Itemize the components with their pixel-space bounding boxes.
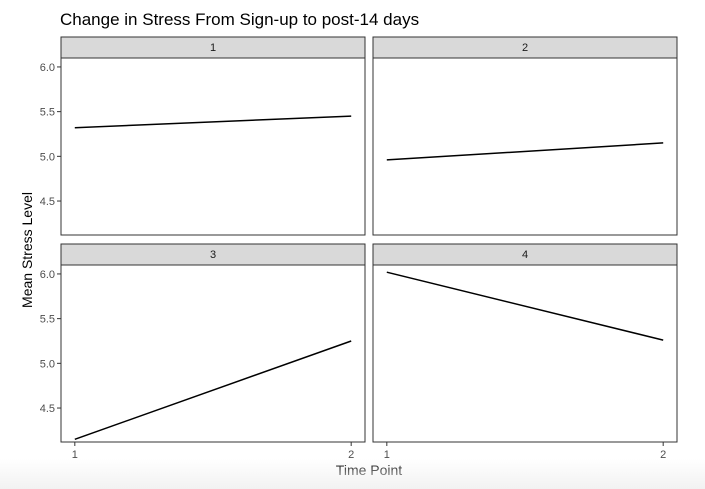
y-tick-label: 5.0 — [40, 151, 55, 163]
series-line — [74, 340, 352, 441]
x-axis-title: Time Point — [336, 462, 403, 478]
facet-panels: 1 4.5 5.0 5.5 6.0 2 3 4.5 5.0 5.5 6.0 1 2 4 1 2 — [40, 36, 678, 461]
series-line — [386, 142, 664, 161]
y-tick-label: 5.5 — [40, 314, 55, 326]
x-tick-label: 2 — [348, 449, 354, 461]
y-tick-label: 5.5 — [40, 107, 55, 119]
series-line — [386, 271, 664, 341]
facet-panel — [60, 57, 366, 236]
series-line — [74, 115, 352, 129]
y-tick-label: 4.5 — [40, 403, 55, 415]
facet-strip-label: 1 — [210, 42, 216, 54]
x-tick-label: 2 — [660, 449, 666, 461]
chart-title: Change in Stress From Sign-up to post-14… — [60, 10, 419, 29]
y-tick-label: 6.0 — [40, 62, 55, 74]
x-tick-label: 1 — [72, 449, 78, 461]
y-axis-title: Mean Stress Level — [19, 192, 35, 308]
facet-panel — [372, 264, 678, 443]
x-tick-label: 1 — [384, 449, 390, 461]
facet-strip-label: 3 — [210, 249, 216, 261]
facet-panel — [372, 57, 678, 236]
y-tick-label: 4.5 — [40, 196, 55, 208]
facet-panel — [60, 264, 366, 443]
y-tick-label: 5.0 — [40, 358, 55, 370]
facet-strip-label: 2 — [522, 42, 528, 54]
y-tick-label: 6.0 — [40, 269, 55, 281]
facet-strip-label: 4 — [522, 249, 528, 261]
